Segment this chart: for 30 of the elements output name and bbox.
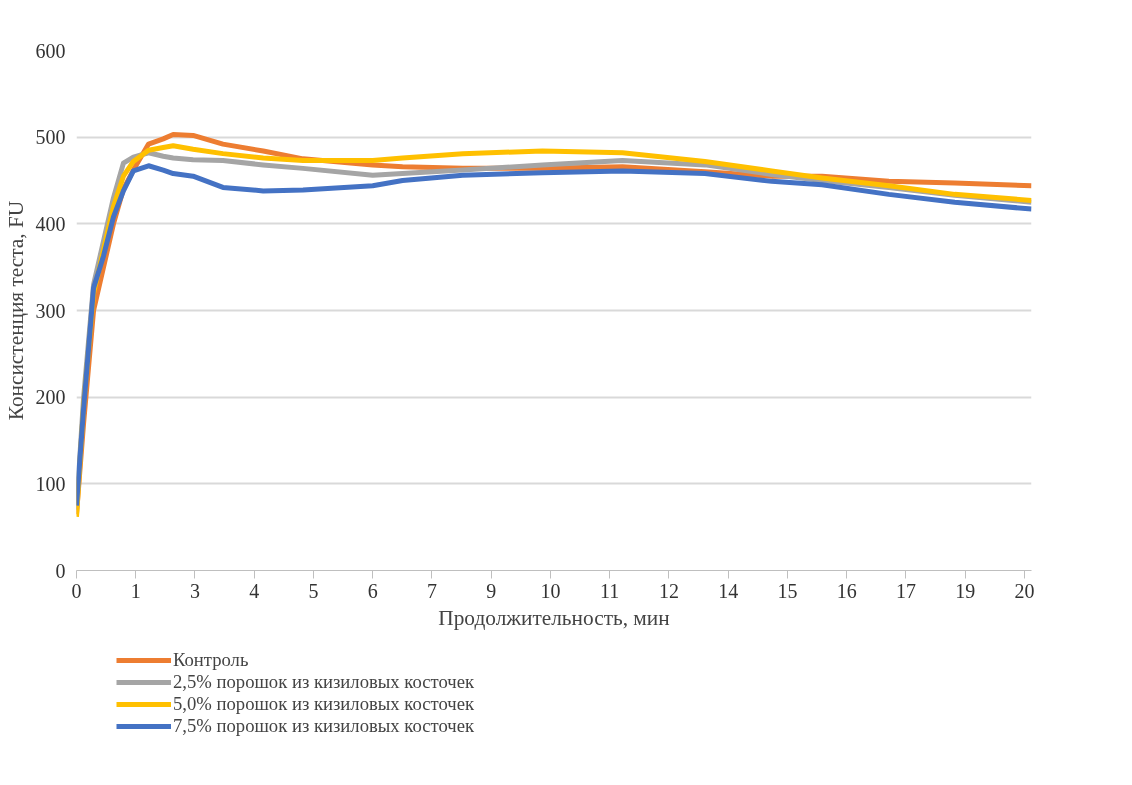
x-tick-label: 15 <box>777 579 798 602</box>
x-tick-label: 12 <box>658 579 679 602</box>
y-tick-label: 0 <box>55 559 66 582</box>
x-tick-label: 6 <box>367 579 378 602</box>
x-tick-label: 4 <box>249 579 260 602</box>
x-tick-label: 3 <box>189 579 200 602</box>
legend-label: Контроль <box>173 649 249 671</box>
y-tick-label: 300 <box>35 299 66 322</box>
x-tick-label: 1 <box>130 579 141 602</box>
y-tick-label: 100 <box>35 472 66 495</box>
y-tick-label: 200 <box>35 386 66 409</box>
x-tick-label: 11 <box>600 579 620 602</box>
x-tick-label: 17 <box>895 579 916 602</box>
x-tick-label: 7 <box>426 579 437 602</box>
x-tick-label: 16 <box>836 579 857 602</box>
y-tick-label: 400 <box>35 212 66 235</box>
x-tick-label: 14 <box>718 579 739 602</box>
legend-label: 7,5% порошок из кизиловых косточек <box>173 715 474 737</box>
legend-label: 2,5% порошок из кизиловых косточек <box>173 671 474 693</box>
y-tick-label: 500 <box>35 126 66 149</box>
y-tick-label: 600 <box>35 39 66 62</box>
x-tick-label: 9 <box>486 579 497 602</box>
x-tick-label: 20 <box>1014 579 1035 602</box>
x-tick-label: 10 <box>540 579 561 602</box>
y-axis-title: Консистенция теста, FU <box>3 200 28 421</box>
x-tick-label: 19 <box>955 579 976 602</box>
x-tick-label: 5 <box>308 579 319 602</box>
x-tick-label: 0 <box>71 579 82 602</box>
x-axis-title: Продолжительность, мин <box>438 605 670 630</box>
legend-label: 5,0% порошок из кизиловых косточек <box>173 693 474 715</box>
